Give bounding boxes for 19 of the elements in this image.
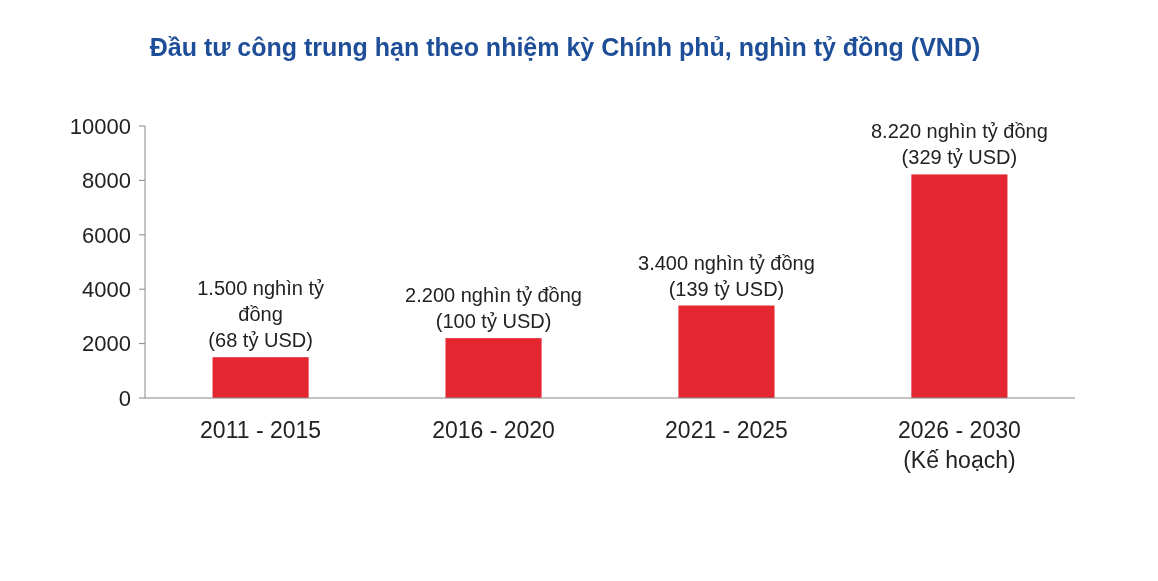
x-tick-label: 2026 - 2030 (Kế hoạch)	[898, 417, 1021, 473]
data-label: 1.500 nghìn tỷ đồng (68 tỷ USD)	[197, 277, 324, 352]
data-label: 3.400 nghìn tỷ đồng (139 tỷ USD)	[638, 251, 815, 300]
chart-title: Đầu tư công trung hạn theo nhiệm kỳ Chính phủ, nghìn tỷ đồng (VND)	[149, 33, 981, 61]
y-tick-label: 6000	[82, 222, 131, 248]
bar	[445, 338, 542, 398]
data-label: 2.200 nghìn tỷ đồng (100 tỷ USD)	[405, 284, 582, 333]
y-tick-label: 4000	[82, 276, 131, 302]
x-tick-label: 2016 - 2020	[432, 417, 555, 443]
x-tick-label: 2011 - 2015	[200, 417, 322, 443]
x-tick-label: 2021 - 2025	[665, 417, 788, 443]
y-tick-label: 8000	[82, 168, 131, 194]
y-tick-label: 10000	[69, 113, 131, 139]
bar	[212, 357, 309, 398]
y-tick-label: 0	[118, 385, 131, 411]
data-label: 8.220 nghìn tỷ đồng (329 tỷ USD)	[870, 120, 1048, 169]
bar	[678, 305, 775, 398]
bar	[911, 174, 1008, 398]
y-tick-label: 2000	[82, 331, 131, 357]
